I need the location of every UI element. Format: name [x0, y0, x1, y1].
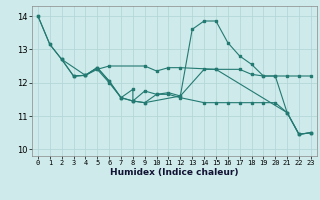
X-axis label: Humidex (Indice chaleur): Humidex (Indice chaleur) [110, 168, 239, 177]
